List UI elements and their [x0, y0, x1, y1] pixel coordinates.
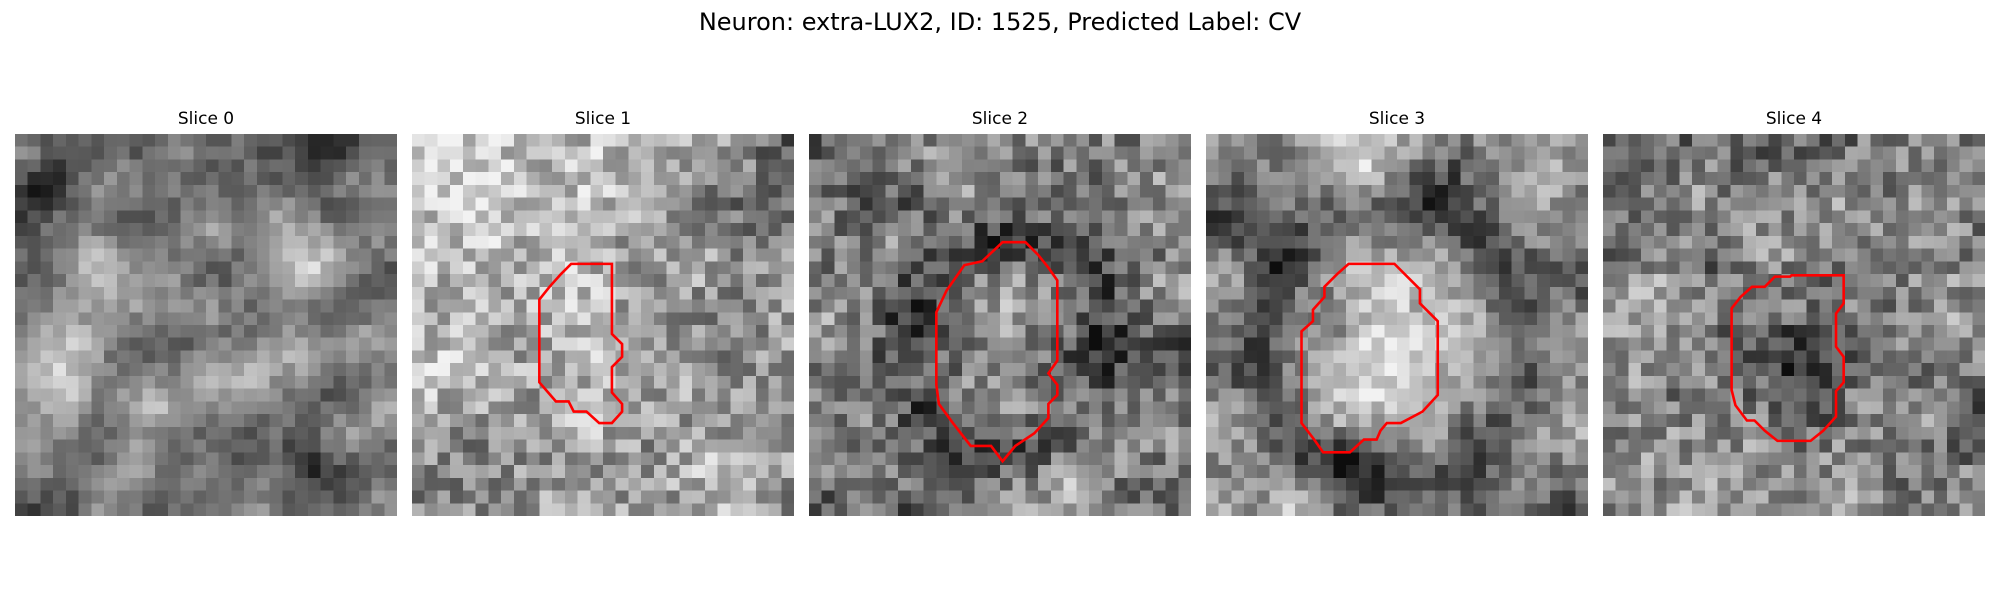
roi-contour	[936, 242, 1057, 461]
contour-overlay	[15, 134, 397, 516]
slice-title: Slice 3	[1368, 109, 1426, 129]
slice-image	[1206, 134, 1588, 516]
slice-title: Slice 1	[574, 109, 632, 129]
contour-overlay	[1206, 134, 1588, 516]
figure-title: Neuron: extra-LUX2, ID: 1525, Predicted …	[698, 8, 1302, 36]
slice-panel-2: Slice 2	[809, 108, 1191, 516]
contour-overlay	[809, 134, 1191, 516]
slice-title: Slice 2	[971, 109, 1029, 129]
roi-contour	[1732, 275, 1844, 441]
contour-overlay	[412, 134, 794, 516]
contour-overlay	[1603, 134, 1985, 516]
slice-panel-1: Slice 1	[412, 108, 794, 516]
slice-panel-4: Slice 4	[1603, 108, 1985, 516]
slice-title: Slice 4	[1765, 109, 1823, 129]
slice-title: Slice 0	[177, 109, 235, 129]
roi-contour	[539, 264, 622, 423]
slice-image	[412, 134, 794, 516]
slice-panel-0: Slice 0	[15, 108, 397, 516]
slice-image	[15, 134, 397, 516]
roi-contour	[1302, 264, 1438, 452]
slice-image	[809, 134, 1191, 516]
slice-panel-3: Slice 3	[1206, 108, 1588, 516]
slice-image	[1603, 134, 1985, 516]
